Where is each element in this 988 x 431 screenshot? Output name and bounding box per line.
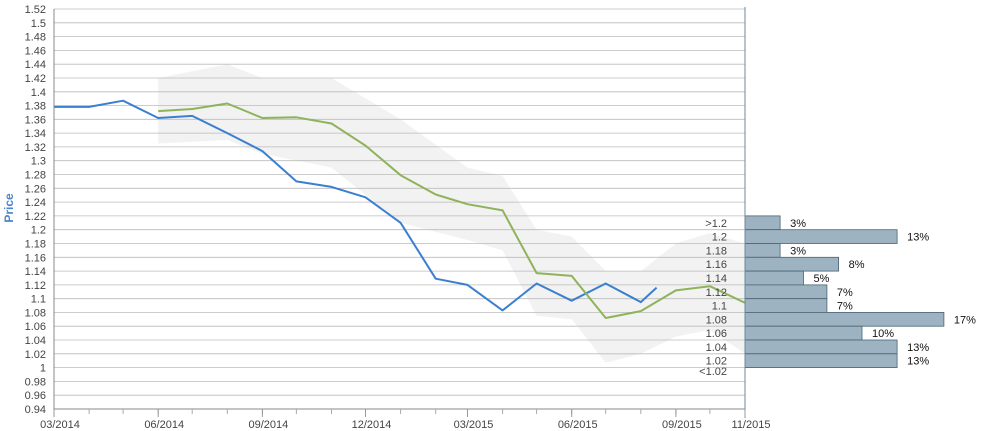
y-tick-label: 1.22 [25, 211, 46, 223]
y-tick-label: 1.28 [25, 170, 46, 182]
x-tick-label: 03/2015 [454, 419, 494, 431]
histogram-bin-label: 1.14 [706, 273, 727, 285]
y-tick-label: 1.32 [25, 142, 46, 154]
histogram-bar [744, 353, 898, 368]
x-tick-label: 09/2014 [249, 419, 289, 431]
distribution-histogram: 3% >1.2 13% 1.2 3% 1.18 8% 1.16 5% 1.14 7% 1.12 7% 1.… [699, 215, 976, 378]
x-tick-label: 06/2014 [144, 419, 184, 431]
y-tick-label: 1.52 [25, 4, 46, 16]
x-tick-label: 06/2015 [558, 419, 598, 431]
x-tick-label: 03/2014 [40, 419, 80, 431]
y-tick-label: 1.06 [25, 321, 46, 333]
histogram-bin-label: 1.1 [712, 301, 727, 313]
y-tick-label: 1.14 [25, 266, 46, 278]
y-tick-label: 1.3 [31, 156, 46, 168]
confidence-band-area [158, 64, 745, 363]
histogram-bin-label: 1.08 [706, 314, 727, 326]
y-tick-label: 1.36 [25, 114, 46, 126]
y-tick-label: 1.46 [25, 45, 46, 57]
y-tick-label: 1 [40, 363, 46, 375]
series-lines [54, 99, 746, 319]
histogram-bar [744, 284, 828, 300]
histogram-bar [744, 339, 898, 355]
y-axis-label: Price [2, 193, 16, 223]
series-line-actual [54, 99, 658, 312]
y-tick-label: 1.16 [25, 252, 46, 264]
y-tick-label: 1.2 [31, 225, 46, 237]
histogram-bin-label: 1.12 [706, 287, 727, 299]
histogram-bar [744, 270, 804, 286]
y-tick-label: 1.02 [25, 349, 46, 361]
histogram-bin-label: 1.02 [706, 356, 727, 368]
y-tick-label: 0.94 [25, 404, 46, 416]
x-tick-label: 12/2014 [352, 419, 392, 431]
y-tick-label: 1.18 [25, 239, 46, 251]
y-tick-label: 1.12 [25, 280, 46, 292]
histogram-bin-label: 1.2 [712, 232, 727, 244]
histogram-percent-label: 3% [790, 245, 806, 257]
histogram-percent-label: 13% [907, 232, 929, 244]
histogram-percent-label: 10% [872, 328, 894, 340]
histogram-percent-label: 17% [954, 314, 976, 326]
y-tick-label: 1.34 [25, 128, 46, 140]
histogram-bin-label: >1.2 [705, 218, 727, 230]
histogram-bar [744, 229, 898, 244]
y-tick-label: 1.38 [25, 101, 46, 113]
histogram-bar [744, 256, 839, 272]
y-tick-label: 1.48 [25, 32, 46, 44]
histogram-percent-label: 8% [849, 259, 865, 271]
histogram-percent-label: 13% [907, 342, 929, 354]
y-tick-label: 1.44 [25, 59, 46, 71]
x-tick-label: 09/2015 [662, 419, 702, 431]
histogram-percent-label: 7% [837, 301, 853, 313]
histogram-bin-label: 1.06 [706, 328, 727, 340]
histogram-bin-label: <1.02 [699, 366, 727, 378]
histogram-bar [744, 325, 863, 341]
histogram-percent-label: 3% [790, 218, 806, 230]
histogram-bar [744, 311, 945, 327]
histogram-bin-label: 1.18 [706, 245, 727, 257]
histogram-percent-label: 7% [837, 287, 853, 299]
confidence-band [158, 64, 745, 363]
histogram-bar [744, 243, 781, 258]
histogram-bar [744, 215, 781, 231]
y-tick-label: 0.96 [25, 390, 46, 402]
histogram-bin-label: 1.04 [706, 342, 727, 354]
y-tick-label: 1.1 [31, 294, 46, 306]
x-tick-label: 11/2015 [732, 419, 771, 431]
y-tick-label: 1.26 [25, 183, 46, 195]
y-tick-label: 1.24 [25, 197, 46, 209]
y-tick-label: 1.5 [31, 18, 46, 30]
y-tick-label: 1.4 [31, 87, 46, 99]
y-tick-label: 0.98 [25, 376, 46, 388]
y-tick-label: 1.42 [25, 73, 46, 85]
histogram-percent-label: 5% [814, 273, 830, 285]
y-tick-label: 1.08 [25, 307, 46, 319]
axes: 0.940.960.9811.021.041.061.081.11.121.14… [25, 4, 771, 431]
series-line-forecast [158, 102, 746, 319]
histogram-percent-label: 13% [907, 356, 929, 368]
histogram-bar [744, 298, 828, 313]
y-tick-label: 1.04 [25, 335, 46, 347]
histogram-bin-label: 1.16 [706, 259, 727, 271]
